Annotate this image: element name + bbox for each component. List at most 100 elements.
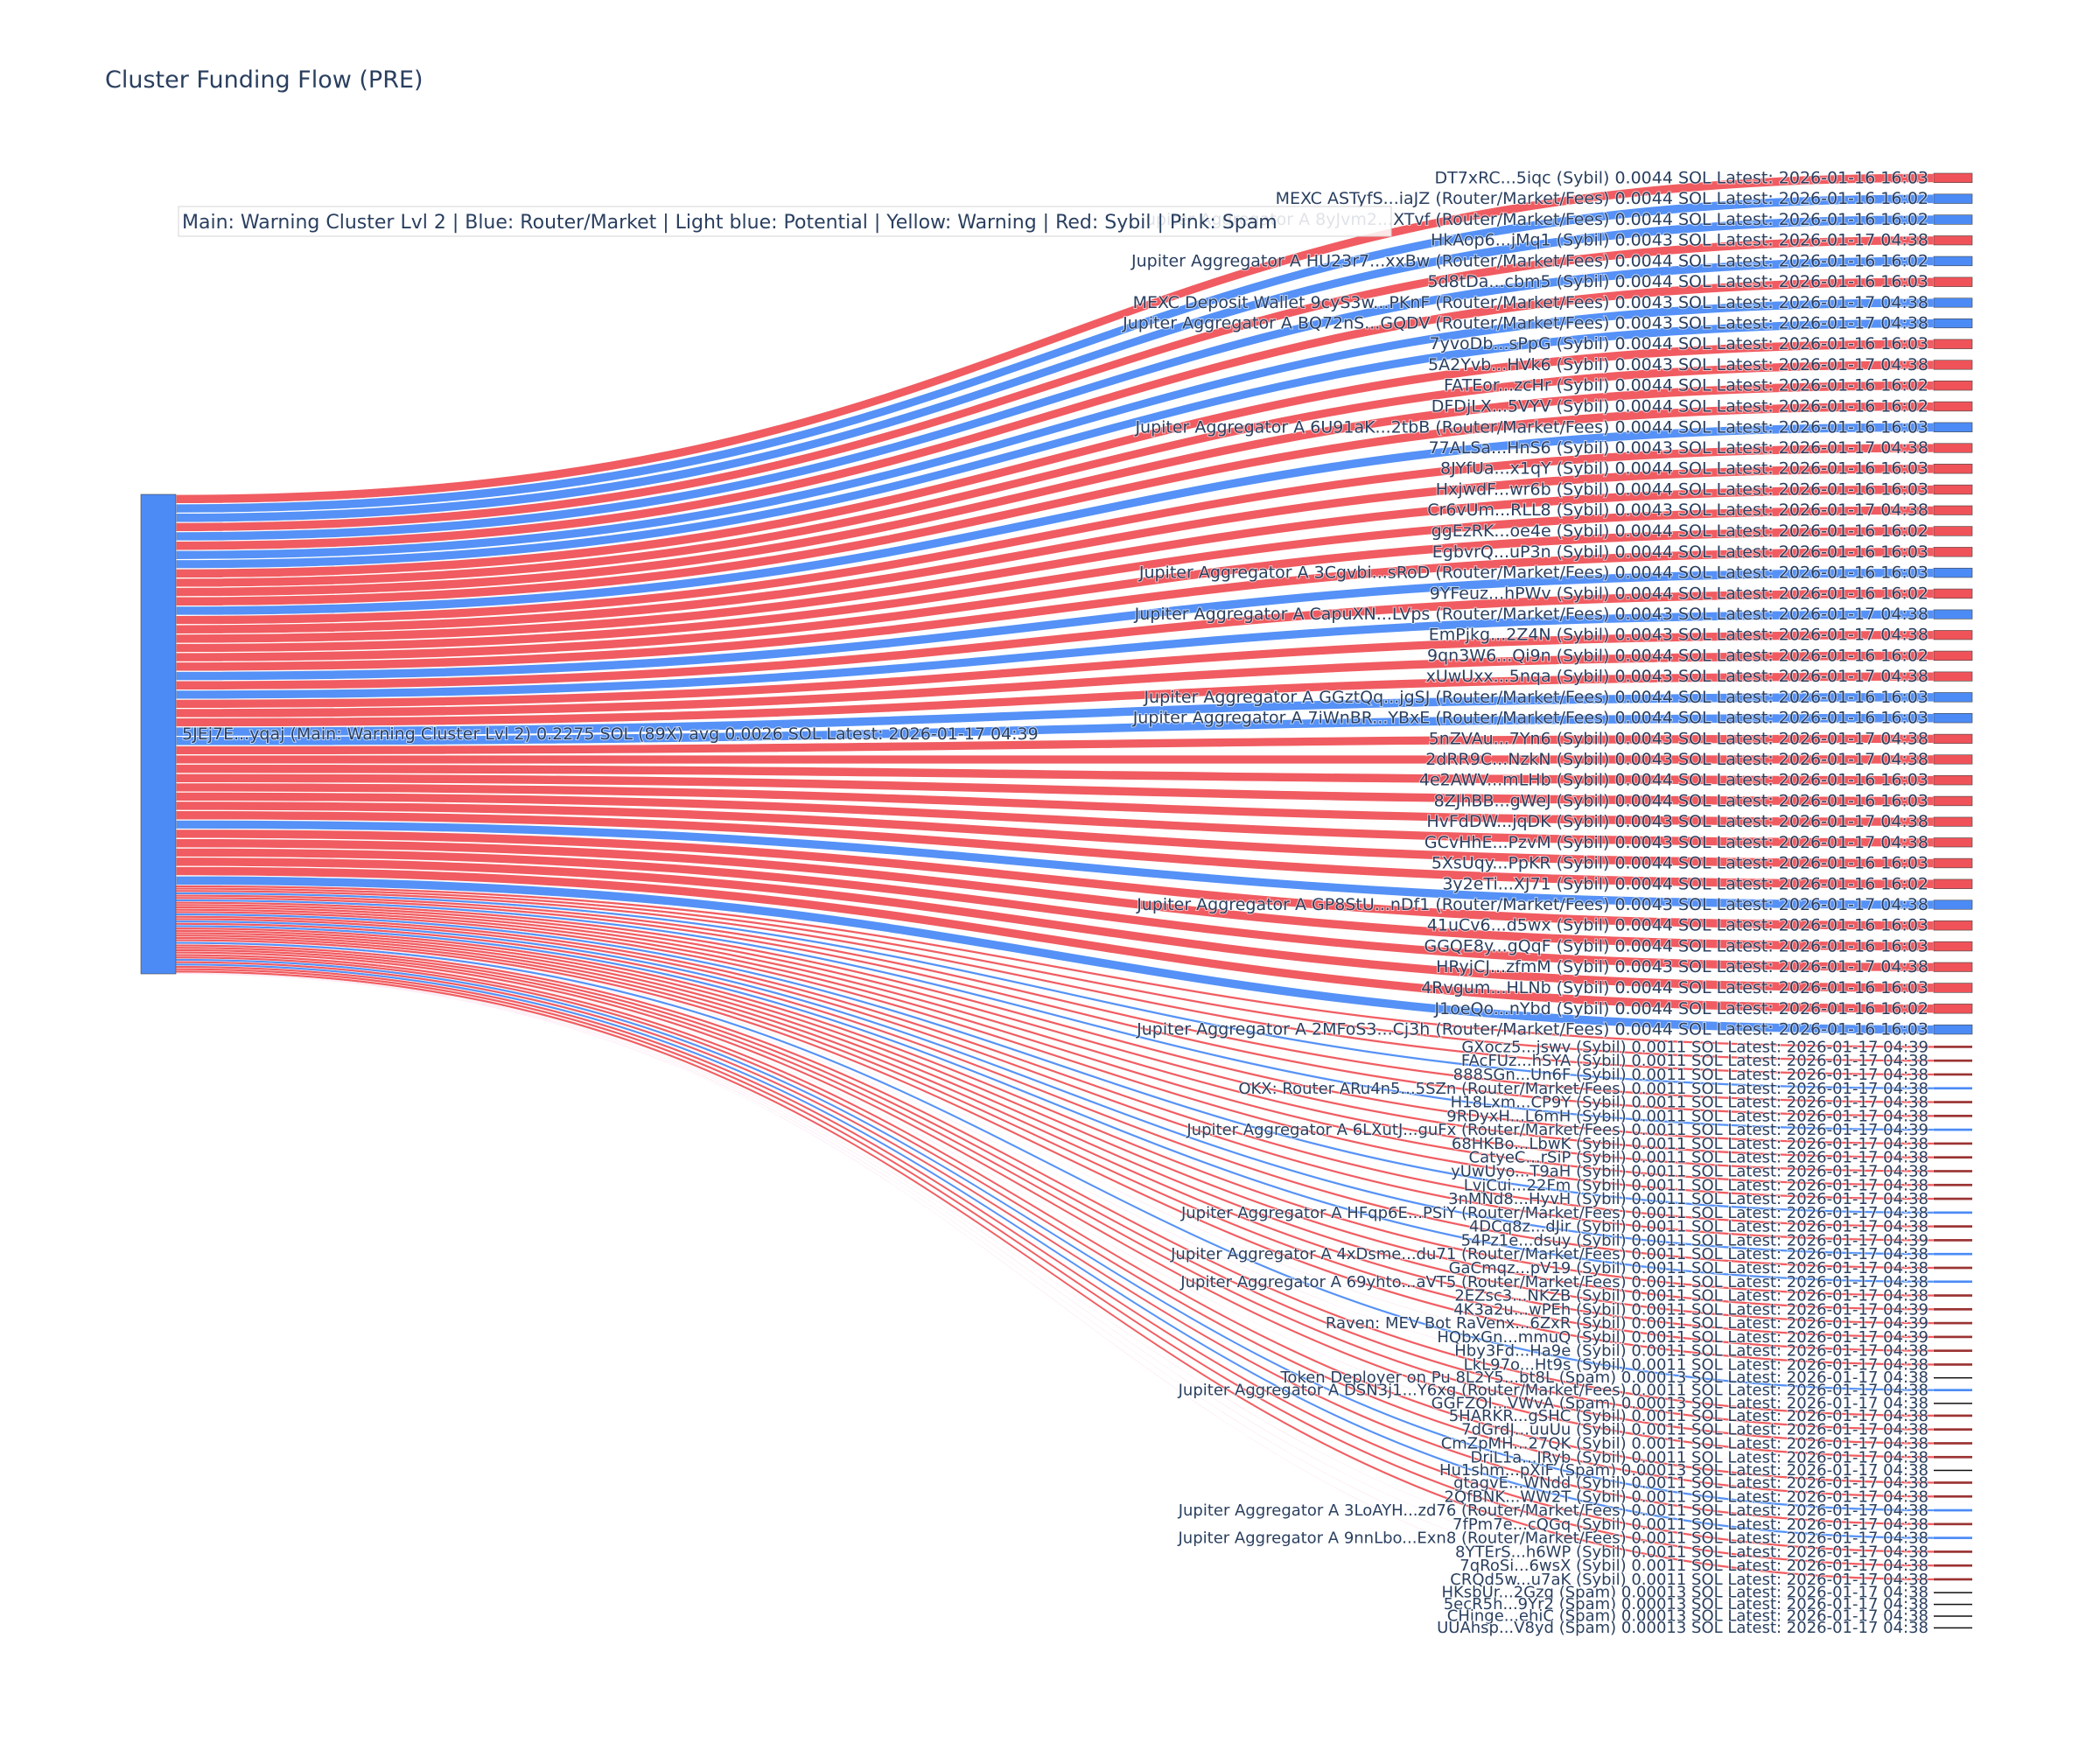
sankey-link[interactable]	[175, 894, 1935, 1104]
sankey-link[interactable]	[175, 965, 1935, 1553]
target-node[interactable]	[1934, 1059, 1972, 1062]
target-node[interactable]	[1934, 1550, 1972, 1553]
target-node[interactable]	[1934, 1592, 1972, 1593]
target-node[interactable]	[1933, 941, 1973, 952]
target-node[interactable]	[1933, 339, 1973, 349]
target-node[interactable]	[1934, 1211, 1972, 1214]
sankey-link[interactable]	[175, 889, 1935, 1076]
source-node[interactable]	[140, 494, 177, 975]
target-node[interactable]	[1933, 464, 1973, 474]
target-node[interactable]	[1934, 1252, 1972, 1256]
sankey-link[interactable]	[175, 913, 1935, 1214]
sankey-link[interactable]	[175, 961, 1935, 1526]
target-node[interactable]	[1933, 795, 1973, 807]
target-node[interactable]	[1934, 1183, 1972, 1186]
target-node[interactable]	[1934, 1603, 1972, 1606]
target-node[interactable]	[1933, 484, 1973, 495]
target-node[interactable]	[1933, 754, 1973, 765]
target-node[interactable]	[1933, 900, 1973, 910]
target-node[interactable]	[1934, 1481, 1972, 1484]
target-node[interactable]	[1933, 650, 1973, 662]
target-node[interactable]	[1933, 318, 1973, 329]
target-node[interactable]	[1934, 1321, 1972, 1325]
target-node[interactable]	[1933, 235, 1973, 246]
target-node[interactable]	[1933, 837, 1973, 848]
target-node[interactable]	[1933, 878, 1973, 889]
target-node[interactable]	[1933, 630, 1973, 640]
target-node[interactable]	[1933, 1004, 1973, 1014]
target-node[interactable]	[1934, 1414, 1972, 1418]
target-node[interactable]	[1933, 422, 1973, 432]
target-node[interactable]	[1934, 1142, 1972, 1145]
target-node[interactable]	[1934, 1442, 1972, 1445]
target-node[interactable]	[1934, 1114, 1972, 1117]
target-node[interactable]	[1934, 1073, 1972, 1076]
target-node[interactable]	[1933, 380, 1973, 391]
sankey-link[interactable]	[175, 929, 1935, 1311]
sankey-link[interactable]	[175, 936, 1935, 1353]
target-node[interactable]	[1934, 1349, 1972, 1353]
target-node[interactable]	[1934, 1494, 1972, 1498]
target-node[interactable]	[1933, 692, 1973, 703]
target-node[interactable]	[1933, 671, 1973, 682]
target-node[interactable]	[1934, 1469, 1972, 1472]
target-node[interactable]	[1933, 443, 1973, 453]
target-node[interactable]	[1933, 505, 1973, 515]
sankey-link[interactable]	[175, 899, 1935, 1131]
target-node[interactable]	[1934, 1363, 1972, 1366]
target-node[interactable]	[1934, 1087, 1972, 1090]
sankey-link[interactable]	[175, 951, 1935, 1459]
target-node[interactable]	[1933, 276, 1973, 287]
sankey-link[interactable]	[175, 917, 1935, 1242]
target-node[interactable]	[1933, 547, 1973, 557]
target-node[interactable]	[1934, 1197, 1972, 1200]
target-node[interactable]	[1934, 1156, 1972, 1159]
target-node[interactable]	[1934, 1389, 1972, 1392]
target-node[interactable]	[1933, 962, 1973, 972]
target-node[interactable]	[1933, 816, 1973, 827]
target-node[interactable]	[1933, 609, 1973, 620]
sankey-link[interactable]	[175, 924, 1935, 1284]
target-node[interactable]	[1934, 1239, 1972, 1242]
target-node[interactable]	[1934, 1101, 1972, 1103]
target-node[interactable]	[1934, 1225, 1972, 1228]
target-node[interactable]	[1933, 712, 1973, 724]
target-node[interactable]	[1933, 858, 1973, 869]
target-node[interactable]	[1933, 172, 1973, 184]
sankey-link[interactable]	[175, 910, 1935, 1200]
target-node[interactable]	[1933, 360, 1973, 370]
target-node[interactable]	[1933, 298, 1973, 308]
target-node[interactable]	[1934, 1266, 1972, 1270]
target-node[interactable]	[1934, 1403, 1972, 1404]
target-node[interactable]	[1933, 588, 1973, 599]
target-node[interactable]	[1934, 1128, 1972, 1131]
target-node[interactable]	[1934, 1046, 1972, 1048]
target-node[interactable]	[1933, 920, 1973, 931]
target-node[interactable]	[1933, 256, 1973, 267]
target-node[interactable]	[1934, 1428, 1972, 1432]
target-node[interactable]	[1934, 1280, 1972, 1284]
target-node[interactable]	[1933, 214, 1973, 225]
target-node[interactable]	[1934, 1615, 1972, 1617]
target-node[interactable]	[1934, 1376, 1972, 1379]
sankey-link[interactable]	[175, 906, 1935, 1173]
target-node[interactable]	[1934, 1536, 1972, 1539]
sankey-link[interactable]	[175, 901, 1935, 1145]
target-node[interactable]	[1933, 1024, 1973, 1035]
target-node[interactable]	[1934, 1522, 1972, 1526]
target-node[interactable]	[1933, 733, 1973, 744]
sankey-link[interactable]	[175, 970, 1935, 1581]
target-node[interactable]	[1933, 567, 1973, 578]
target-node[interactable]	[1933, 983, 1973, 993]
target-node[interactable]	[1934, 1508, 1972, 1512]
target-node[interactable]	[1934, 1294, 1972, 1297]
target-node[interactable]	[1934, 1627, 1972, 1629]
sankey-link[interactable]	[175, 958, 1935, 1512]
sankey-link[interactable]	[175, 887, 1935, 1062]
target-node[interactable]	[1934, 1335, 1972, 1339]
target-node[interactable]	[1933, 401, 1973, 412]
target-node[interactable]	[1933, 526, 1973, 536]
target-node[interactable]	[1934, 1307, 1972, 1311]
target-node[interactable]	[1933, 774, 1973, 786]
sankey-link[interactable]	[175, 954, 1935, 1485]
